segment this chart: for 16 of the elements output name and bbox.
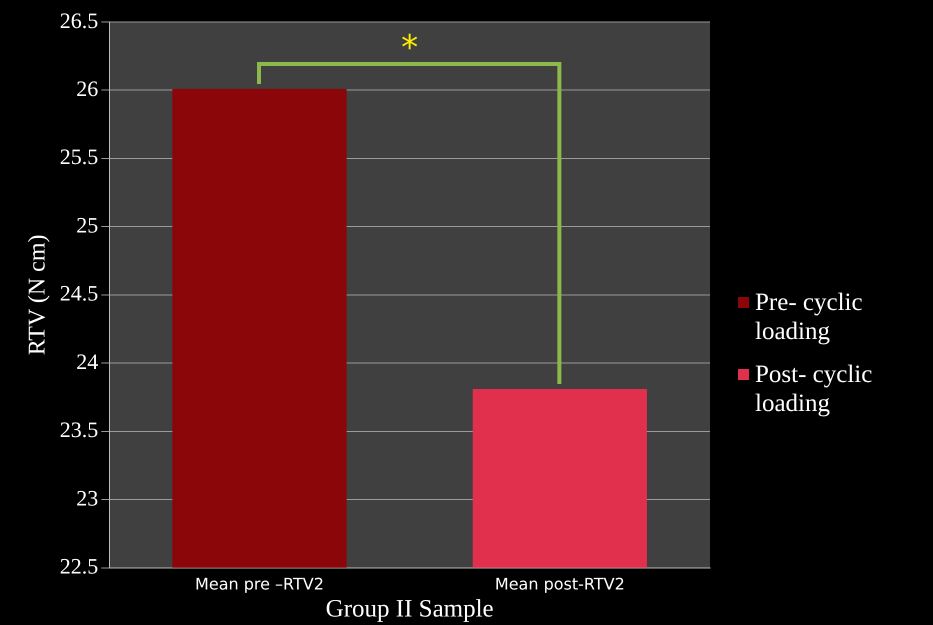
y-tick-label: 25.5 [60,144,98,170]
x-tick-label: Mean pre –RTV2 [195,574,324,594]
x-axis-title: Group II Sample [326,596,494,623]
y-tick-label: 22.5 [60,554,98,579]
annotation: * [401,28,418,68]
y-tick-label: 23 [76,485,98,510]
y-tick-label: 26.5 [60,8,98,33]
y-tick-label: 24.5 [60,280,98,306]
x-tick-label: Mean post-RTV2 [494,574,625,594]
legend-label: Post- cyclic loading [755,360,874,418]
legend-label: Pre- cyclic loading [755,288,864,346]
y-tick-label: 25 [76,212,98,238]
y-tick-label: 24 [76,348,98,374]
y-tick-label: 26 [76,76,98,102]
y-axis-title: RTV (N cm) [24,234,51,356]
y-tick-label: 23.5 [60,417,98,442]
